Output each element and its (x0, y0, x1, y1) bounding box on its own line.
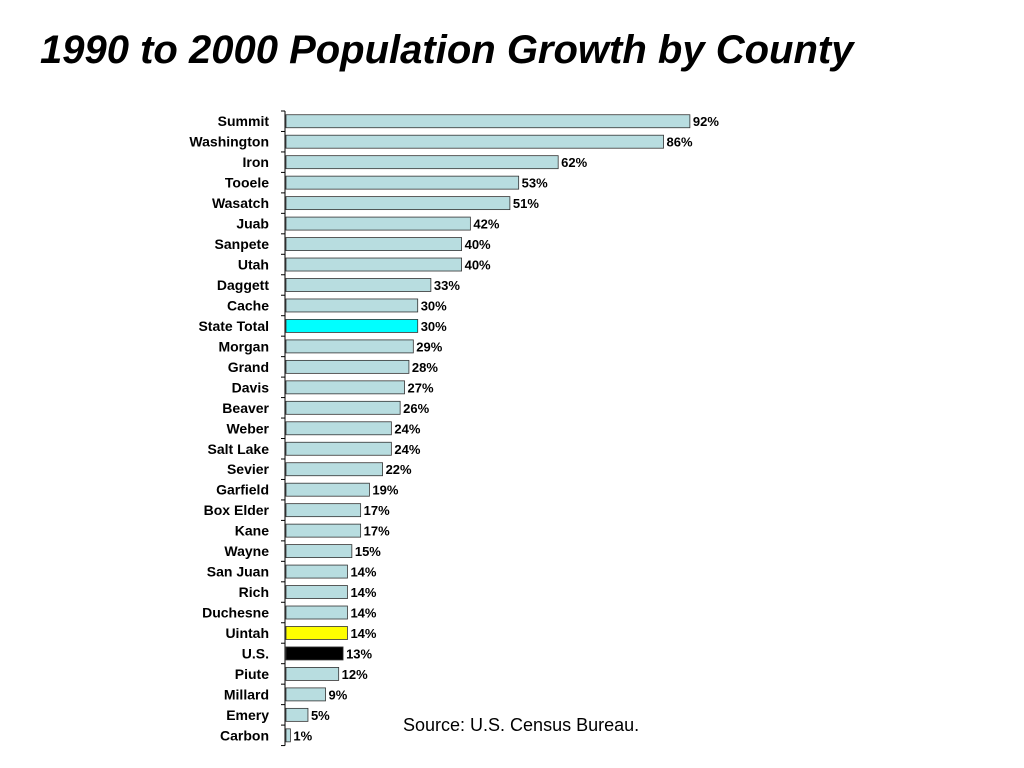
bar (285, 421, 392, 436)
value-label: 14% (350, 565, 376, 580)
bar (285, 707, 309, 722)
bar (285, 544, 353, 559)
category-label: Juab (236, 216, 269, 232)
value-label: 14% (350, 585, 376, 600)
category-label: Morgan (218, 338, 269, 354)
bar (285, 298, 419, 313)
chart-title: 1990 to 2000 Population Growth by County (40, 28, 854, 72)
category-label: Cache (227, 297, 269, 313)
category-label: Tooele (225, 175, 269, 191)
category-label: Weber (226, 420, 269, 436)
value-label: 1% (293, 728, 312, 743)
source-note: Source: U.S. Census Bureau. (403, 715, 640, 735)
category-label: Daggett (217, 277, 269, 293)
value-label: 9% (329, 687, 348, 702)
category-label: Sanpete (215, 236, 270, 252)
category-label: Box Elder (204, 502, 270, 518)
value-label: 14% (350, 626, 376, 641)
value-label: 62% (561, 155, 587, 170)
bar (285, 380, 405, 395)
category-label: Grand (228, 359, 269, 375)
category-label: Iron (243, 154, 269, 170)
category-label: Uintah (225, 625, 269, 641)
bar (285, 482, 370, 497)
category-label: U.S. (242, 645, 269, 661)
category-label: Salt Lake (208, 441, 270, 457)
value-label: 42% (473, 217, 499, 232)
category-label: Utah (238, 257, 269, 273)
bar (285, 626, 348, 640)
category-label: Summit (218, 113, 270, 129)
bar (285, 503, 362, 518)
category-label: Piute (235, 666, 269, 682)
category-label: State Total (198, 318, 269, 334)
category-label: Rich (239, 584, 269, 600)
bar (285, 687, 326, 702)
value-label: 13% (346, 646, 372, 661)
value-label: 30% (421, 298, 447, 313)
value-label: 27% (408, 380, 434, 395)
bar (285, 523, 362, 538)
value-label: 33% (434, 278, 460, 293)
category-label: San Juan (207, 564, 269, 580)
bar (285, 114, 691, 129)
bar (285, 441, 392, 456)
category-label: Carbon (220, 727, 269, 743)
value-label: 30% (421, 319, 447, 334)
value-label: 17% (364, 524, 390, 539)
value-label: 26% (403, 401, 429, 416)
value-label: 12% (342, 667, 368, 682)
value-label: 22% (386, 462, 412, 477)
value-label: 19% (372, 483, 398, 498)
value-label: 14% (350, 606, 376, 621)
category-label: Garfield (216, 482, 269, 498)
bar (285, 728, 291, 743)
bar (285, 319, 419, 333)
category-label: Millard (224, 686, 269, 702)
category-label: Wayne (224, 543, 269, 559)
value-label: 51% (513, 196, 539, 211)
category-label: Davis (232, 379, 270, 395)
bar (285, 196, 511, 211)
bar (285, 359, 410, 374)
value-label: 86% (667, 135, 693, 150)
bar (285, 278, 432, 292)
value-label: 28% (412, 360, 438, 375)
value-label: 53% (522, 176, 548, 191)
value-label: 92% (693, 114, 719, 129)
bar (285, 237, 463, 251)
bar (285, 175, 520, 190)
bar (285, 134, 664, 149)
category-label: Duchesne (202, 605, 269, 621)
bar (285, 646, 344, 661)
category-label: Washington (189, 134, 269, 150)
category-label: Sevier (227, 461, 270, 477)
value-label: 40% (465, 237, 491, 252)
value-label: 24% (394, 421, 420, 436)
value-label: 17% (364, 503, 390, 518)
bar (285, 605, 348, 620)
bar (285, 585, 348, 599)
bar (285, 339, 414, 354)
bar (285, 216, 471, 231)
bar (285, 462, 383, 477)
bar (285, 400, 401, 415)
bar (285, 155, 559, 170)
bar (285, 667, 340, 681)
value-label: 40% (465, 258, 491, 273)
value-label: 29% (416, 339, 442, 354)
category-label: Beaver (222, 400, 269, 416)
category-label: Wasatch (212, 195, 269, 211)
value-label: 5% (311, 708, 330, 723)
bar (285, 564, 348, 579)
category-label: Emery (226, 707, 269, 723)
value-label: 24% (394, 442, 420, 457)
bar (285, 257, 463, 272)
value-label: 15% (355, 544, 381, 559)
category-label: Kane (235, 523, 269, 539)
